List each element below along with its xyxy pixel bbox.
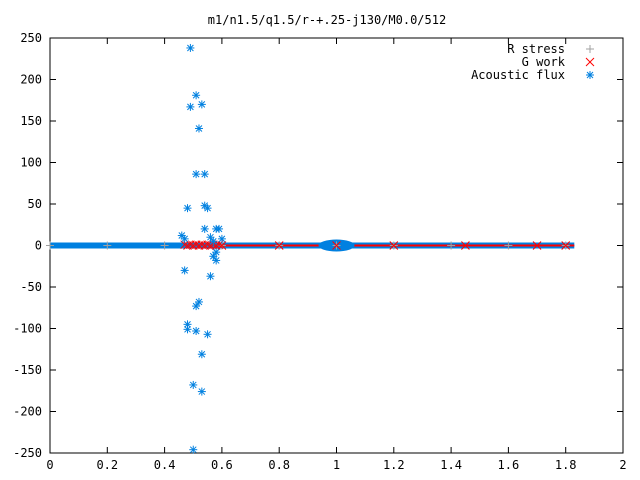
series-0-point bbox=[160, 241, 169, 250]
y-tick-label: 0 bbox=[35, 239, 42, 253]
y-tick-label: 250 bbox=[20, 31, 42, 45]
series-1-point bbox=[561, 241, 571, 250]
series-1-point bbox=[461, 241, 470, 250]
y-tick-label: -50 bbox=[20, 280, 42, 294]
series-2-point bbox=[212, 248, 221, 257]
legend-label: R stress bbox=[507, 42, 565, 56]
series-2-point bbox=[186, 102, 195, 111]
legend-marker bbox=[586, 71, 594, 79]
series-0-point bbox=[103, 241, 112, 250]
series-2-point bbox=[197, 350, 206, 359]
y-axis: 250 200 150 100 50 0 -50 -100 -150 -200 -250 bbox=[13, 31, 623, 460]
series-2-point bbox=[186, 43, 195, 52]
x-tick-label: 1.8 bbox=[555, 458, 577, 472]
y-tick-label: -100 bbox=[13, 322, 42, 336]
series-2-point bbox=[206, 233, 215, 242]
series-2-point bbox=[197, 387, 206, 396]
series-1-point bbox=[532, 241, 542, 250]
series-2-point bbox=[200, 224, 209, 233]
x-axis: 0 0.2 0.4 0.6 0.8 1 1.2 1.4 1.6 1.8 2 bbox=[46, 38, 627, 472]
series-2-point bbox=[189, 380, 198, 389]
y-tick-label: 200 bbox=[20, 73, 42, 87]
x-tick-label: 0.2 bbox=[96, 458, 118, 472]
legend-label: Acoustic flux bbox=[471, 68, 565, 82]
series-0-point bbox=[447, 241, 456, 250]
x-tick-label: 1.4 bbox=[440, 458, 462, 472]
g-work-band bbox=[221, 244, 575, 247]
series-2-point bbox=[200, 170, 209, 179]
legend-marker bbox=[585, 57, 595, 67]
series-2-point bbox=[217, 234, 226, 243]
x-tick-label: 0.4 bbox=[154, 458, 176, 472]
series-2-point bbox=[192, 326, 201, 335]
series-0-point bbox=[504, 241, 513, 250]
series-2-point bbox=[192, 302, 201, 311]
x-tick-label: 1 bbox=[333, 458, 340, 472]
series-2-point bbox=[206, 272, 215, 281]
legend-marker bbox=[586, 45, 594, 53]
y-tick-label: -250 bbox=[13, 446, 42, 460]
y-tick-label: -200 bbox=[13, 405, 42, 419]
series-2-point bbox=[215, 224, 224, 233]
x-tick-label: 2 bbox=[619, 458, 626, 472]
series-2-point bbox=[183, 204, 192, 213]
series-2-point bbox=[192, 170, 201, 179]
x-tick-label: 1.2 bbox=[383, 458, 405, 472]
series-2-point bbox=[209, 237, 218, 246]
x-tick-label: 0 bbox=[46, 458, 53, 472]
series-1-point bbox=[217, 241, 227, 250]
series-2-point bbox=[203, 204, 212, 213]
x-tick-label: 1.6 bbox=[498, 458, 520, 472]
series-2-point bbox=[197, 100, 206, 109]
x-tick-label: 0.8 bbox=[268, 458, 290, 472]
legend-label: G work bbox=[522, 55, 566, 69]
series-1-point bbox=[274, 241, 284, 250]
x-tick-label: 0.6 bbox=[211, 458, 233, 472]
y-tick-label: -150 bbox=[13, 363, 42, 377]
series-2-point bbox=[212, 256, 221, 265]
series-1-point bbox=[389, 241, 399, 250]
plot-marks bbox=[46, 43, 575, 454]
y-tick-label: 150 bbox=[20, 114, 42, 128]
series-2-point bbox=[203, 330, 212, 339]
series-2-point bbox=[180, 266, 189, 275]
y-tick-label: 100 bbox=[20, 156, 42, 170]
series-2-point bbox=[209, 252, 218, 261]
series-2-point bbox=[194, 124, 203, 133]
series-2-point bbox=[192, 91, 201, 100]
series-2-point bbox=[180, 234, 189, 243]
series-0-point bbox=[46, 241, 54, 250]
series-2-point bbox=[183, 325, 192, 334]
series-2-point bbox=[194, 297, 203, 306]
series-1-point bbox=[332, 241, 341, 250]
chart-title: m1/n1.5/q1.5/r-+.25-j130/M0.0/512 bbox=[208, 13, 446, 27]
y-tick-label: 50 bbox=[28, 197, 42, 211]
series-2-point bbox=[189, 445, 198, 454]
